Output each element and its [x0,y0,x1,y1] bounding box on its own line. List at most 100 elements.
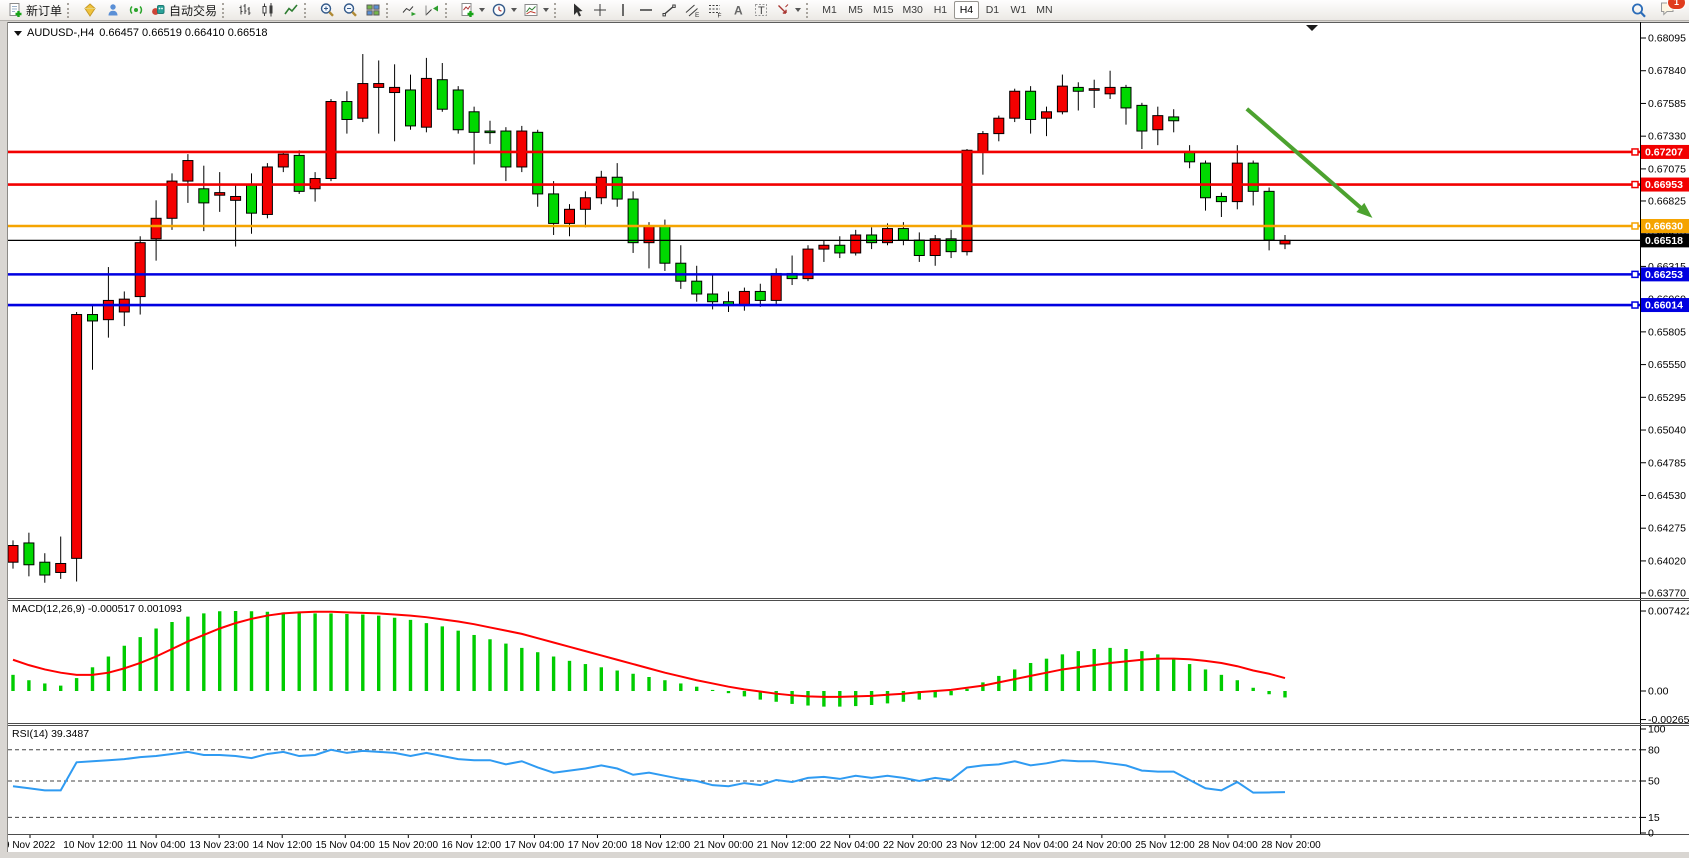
channel-tool-button[interactable]: E [680,1,703,20]
time-axis[interactable]: 9 Nov 2022 10 Nov 12:00 11 Nov 04:00 13 Nov… [4,835,1321,851]
timeframe-MN[interactable]: MN [1032,1,1057,19]
zoom-in-button[interactable] [315,1,338,20]
chart-shift-marker[interactable] [1306,25,1318,31]
svg-text:0.66253: 0.66253 [1645,269,1683,281]
indicators-icon [461,3,474,17]
svg-text:F: F [717,13,721,19]
svg-text:0.68095: 0.68095 [1648,33,1686,45]
bar-chart-icon [239,4,251,15]
chart-shift-icon [425,5,438,16]
svg-text:0.63770: 0.63770 [1648,588,1686,600]
text-tool-button[interactable]: A [726,1,749,20]
timeframe-D1[interactable]: D1 [980,1,1005,19]
svg-text:0.64785: 0.64785 [1648,457,1686,469]
svg-text:0.67330: 0.67330 [1648,131,1686,143]
price-tag-0.66630 [1641,218,1689,233]
cursor-icon [573,3,583,17]
line-chart-button[interactable] [279,1,302,20]
svg-text:80: 80 [1648,744,1660,756]
toolbar-grip [386,2,393,18]
window-bottom-edge [0,852,1689,858]
svg-text:0.00: 0.00 [1648,686,1669,698]
search-button[interactable] [1627,1,1650,20]
signals-button[interactable] [124,1,147,20]
svg-text:0.67585: 0.67585 [1648,98,1686,110]
bar-chart-button[interactable] [233,1,256,20]
svg-text:100: 100 [1648,724,1666,736]
periods-button[interactable] [488,1,520,20]
candlestick-chart-button[interactable] [256,1,279,20]
charts-profile-button[interactable] [78,1,101,20]
timeframe-M15[interactable]: M15 [869,1,897,19]
templates-button[interactable] [520,1,552,20]
trendline-tool-button[interactable] [657,1,680,20]
dropdown-caret-icon [511,8,518,12]
svg-text:0.66518: 0.66518 [1645,235,1683,247]
timeframe-H4[interactable]: H4 [953,1,979,19]
macd-indicator-label: MACD(12,26,9) -0.000517 0.001093 [12,603,182,615]
symbol-dropdown-icon[interactable] [14,30,22,36]
crosshair-tool-button[interactable] [588,1,611,20]
zoom-out-button[interactable] [338,1,361,20]
svg-text:15: 15 [1648,812,1660,824]
zoom-in-icon [320,3,334,17]
svg-text:0.66825: 0.66825 [1648,195,1686,207]
svg-text:0.67840: 0.67840 [1648,65,1686,77]
dropdown-caret-icon [795,8,802,12]
timeframe-M30[interactable]: M30 [898,1,926,19]
trend-arrow-annotation[interactable] [1245,107,1373,218]
rsi-axis[interactable]: 100 80 50 15 0 [1641,724,1666,840]
crosshair-icon [593,4,606,16]
community-button[interactable] [101,1,124,20]
zoom-out-icon [343,3,357,17]
svg-text:0.65805: 0.65805 [1648,326,1686,338]
svg-text:0.66630: 0.66630 [1645,220,1683,232]
svg-text:21 Nov 12:00: 21 Nov 12:00 [757,840,817,851]
svg-text:0.65550: 0.65550 [1648,359,1686,371]
toolbar-grip [304,2,311,18]
arrows-tool-button[interactable] [772,1,804,20]
timeframe-M1[interactable]: M1 [817,1,842,19]
svg-text:0.007422: 0.007422 [1648,606,1689,618]
new-order-button[interactable]: 新订单 [4,1,65,20]
text-label-tool-button[interactable]: T [749,1,772,20]
toolbar-grip [67,2,74,18]
auto-scroll-button[interactable] [397,1,420,20]
svg-text:10 Nov 12:00: 10 Nov 12:00 [63,840,123,851]
rsi-indicator-label: RSI(14) 39.3487 [12,728,90,740]
svg-text:9 Nov 2022: 9 Nov 2022 [4,840,56,851]
svg-text:15 Nov 04:00: 15 Nov 04:00 [316,840,376,851]
user-icon [108,4,118,16]
chart-shift-button[interactable] [420,1,443,20]
chart-symbol-period: AUDUSD-,H4 [27,27,95,39]
notification-badge: 1 [1667,0,1686,10]
svg-text:13 Nov 23:00: 13 Nov 23:00 [189,840,249,851]
vertical-line-tool-button[interactable] [611,1,634,20]
timeframe-group: M1 M5 M15 M30 H1 H4 D1 W1 MN [817,1,1057,19]
svg-text:15 Nov 20:00: 15 Nov 20:00 [379,840,439,851]
fibonacci-tool-button[interactable]: F [703,1,726,20]
svg-text:18 Nov 12:00: 18 Nov 12:00 [631,840,691,851]
svg-text:28 Nov 04:00: 28 Nov 04:00 [1198,840,1258,851]
indicators-button[interactable] [456,1,488,20]
svg-text:21 Nov 00:00: 21 Nov 00:00 [694,840,754,851]
fibonacci-icon: F [708,5,721,19]
timeframe-W1[interactable]: W1 [1006,1,1031,19]
timeframe-M5[interactable]: M5 [843,1,868,19]
tile-windows-button[interactable] [361,1,384,20]
svg-text:17 Nov 04:00: 17 Nov 04:00 [505,840,565,851]
svg-text:50: 50 [1648,776,1660,788]
macd-signal-line [12,610,1286,698]
autotrading-button[interactable]: 自动交易 [147,1,220,20]
horizontal-line-tool-button[interactable] [634,1,657,20]
window-left-edge [0,22,8,852]
clock-icon [492,3,506,17]
line-chart-icon [283,4,298,15]
cursor-tool-button[interactable] [565,1,588,20]
price-levels[interactable] [8,148,1640,309]
toolbar-grip [806,2,813,18]
price-axis[interactable]: 0.68095 0.67840 0.67585 0.67330 0.67075 0.668… [1641,33,1689,600]
timeframe-H1[interactable]: H1 [928,1,953,19]
